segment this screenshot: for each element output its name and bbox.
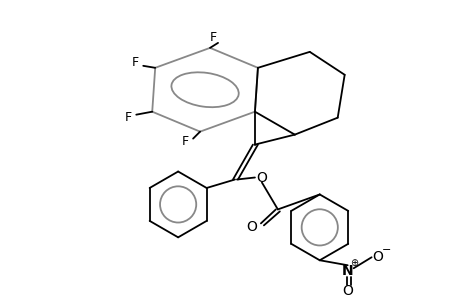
Text: N: N xyxy=(341,264,353,278)
Text: F: F xyxy=(124,111,132,124)
Text: −: − xyxy=(381,245,391,255)
Text: ⊕: ⊕ xyxy=(350,258,358,268)
Text: F: F xyxy=(209,32,216,44)
Text: O: O xyxy=(371,250,382,264)
Text: F: F xyxy=(131,56,139,69)
Text: O: O xyxy=(256,170,267,184)
Text: O: O xyxy=(246,220,257,234)
Text: O: O xyxy=(341,284,353,298)
Text: F: F xyxy=(181,135,188,148)
